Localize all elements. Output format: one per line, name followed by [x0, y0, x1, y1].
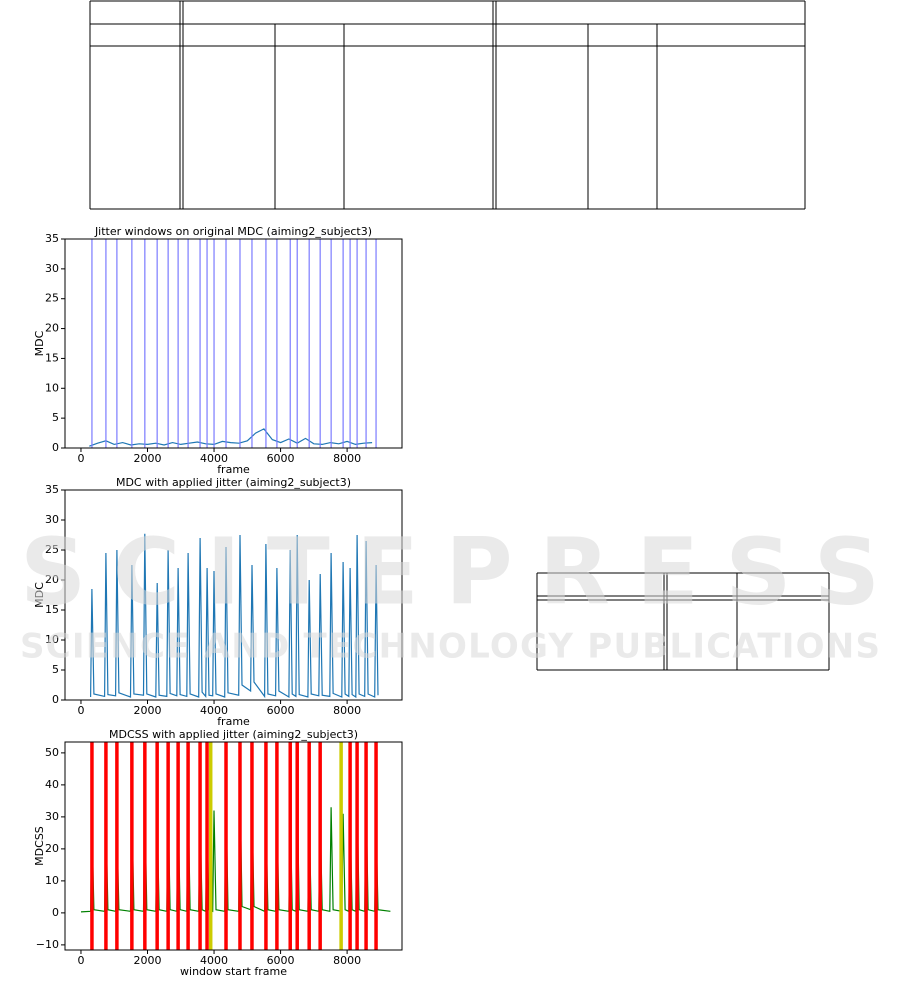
y-tick-label: −10	[36, 938, 59, 951]
y-tick-label: 10	[45, 381, 59, 394]
x-tick-label: 8000	[333, 452, 361, 465]
y-tick-label: 0	[52, 906, 59, 919]
x-tick-label: 2000	[134, 452, 162, 465]
y-tick-label: 30	[45, 513, 59, 526]
x-tick-label: 2000	[134, 704, 162, 717]
y-tick-label: 40	[45, 778, 59, 791]
y-tick-label: 50	[45, 746, 59, 759]
data-line	[90, 533, 379, 699]
x-tick-label: 8000	[333, 954, 361, 967]
y-tick-label: 30	[45, 262, 59, 275]
y-tick-label: 10	[45, 633, 59, 646]
y-tick-label: 25	[45, 543, 59, 556]
x-tick-label: 2000	[134, 954, 162, 967]
x-tick-label: 0	[77, 452, 84, 465]
y-tick-label: 35	[45, 483, 59, 496]
x-tick-label: 0	[77, 704, 84, 717]
chart-title: MDCSS with applied jitter (aiming2_subje…	[109, 728, 358, 741]
y-tick-label: 0	[52, 693, 59, 706]
x-tick-label: 4000	[200, 704, 228, 717]
y-tick-label: 5	[52, 663, 59, 676]
plot-frame	[64, 489, 403, 701]
x-tick-label: 6000	[267, 704, 295, 717]
x-tick-label: 4000	[200, 954, 228, 967]
y-axis-label: MDC	[33, 330, 46, 356]
y-tick-label: 30	[45, 810, 59, 823]
summary-table	[536, 572, 830, 671]
x-tick-label: 6000	[267, 452, 295, 465]
data-line	[89, 428, 373, 447]
y-axis-label: MDCSS	[33, 826, 46, 866]
y-axis-label: MDC	[33, 582, 46, 608]
x-tick-label: 0	[77, 954, 84, 967]
plot-frame	[64, 741, 403, 951]
data-line	[80, 784, 391, 913]
y-tick-label: 0	[52, 441, 59, 454]
y-tick-label: 25	[45, 292, 59, 305]
x-axis-label: window start frame	[180, 965, 287, 978]
x-tick-label: 4000	[200, 452, 228, 465]
results-table	[89, 0, 806, 210]
y-tick-label: 10	[45, 874, 59, 887]
y-tick-label: 20	[45, 573, 59, 586]
y-tick-label: 35	[45, 232, 59, 245]
x-tick-label: 6000	[267, 954, 295, 967]
y-tick-label: 5	[52, 411, 59, 424]
x-tick-label: 8000	[333, 704, 361, 717]
y-tick-label: 20	[45, 842, 59, 855]
watermark-title: SCITEPRESS	[20, 518, 880, 625]
y-tick-label: 20	[45, 322, 59, 335]
plot-frame	[64, 238, 403, 449]
x-axis-label: frame	[217, 463, 250, 476]
y-tick-label: 15	[45, 351, 59, 364]
chart-title: Jitter windows on original MDC (aiming2_…	[94, 225, 372, 238]
watermark-subtitle: SCIENCE AND TECHNOLOGY PUBLICATIONS	[20, 627, 880, 667]
x-axis-label: frame	[217, 715, 250, 728]
y-tick-label: 15	[45, 603, 59, 616]
chart-title: MDC with applied jitter (aiming2_subject…	[116, 476, 351, 489]
